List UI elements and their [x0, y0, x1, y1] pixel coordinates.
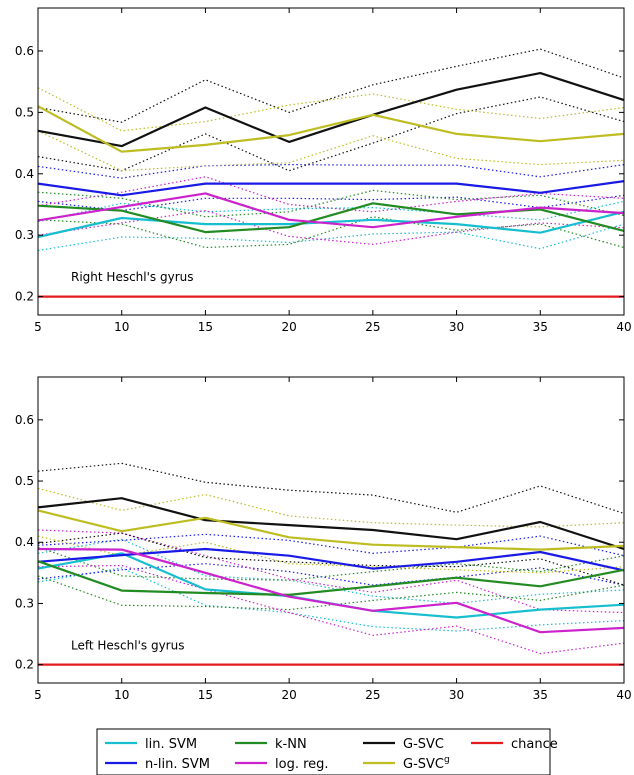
x-tick-label: 40	[616, 320, 631, 334]
plot-frame	[37, 376, 625, 684]
panel-right-heschl: 5 10 15 20 25 30 35 40 0.2 0.3 0.4 0.5 0.6 Right Hes…	[15, 7, 632, 334]
legend-item-knn: k-NN	[235, 737, 307, 752]
legend-box	[96, 728, 551, 775]
y-tick-label: 0.4	[15, 167, 34, 181]
series-knn-line	[37, 560, 625, 597]
series-log-reg-upper-bound	[37, 176, 625, 213]
x-tick-label: 40	[616, 688, 631, 702]
x-tick-label: 10	[114, 320, 129, 334]
x-tick-label: 10	[114, 688, 129, 702]
x-tick-label: 20	[282, 688, 297, 702]
x-tick-label: 15	[198, 320, 213, 334]
series-lin-svm-line	[37, 210, 625, 239]
legend-label: G-SVC	[403, 737, 444, 752]
series-gsvcg-upper-bound	[37, 87, 625, 132]
annotation-left-heschl: Left Heschl's gyrus	[71, 638, 184, 652]
annotation-right-heschl: Right Heschl's gyrus	[71, 270, 193, 284]
series-gsvcg-line	[37, 105, 625, 153]
series-log-reg-line	[37, 192, 625, 229]
legend-item-gsvcg: G-SVCg	[363, 755, 450, 772]
x-tick-label: 5	[34, 320, 42, 334]
x-tick-label: 30	[449, 688, 464, 702]
y-tick-label: 0.2	[15, 290, 34, 304]
plot-frame	[37, 7, 625, 316]
y-tick-label: 0.3	[15, 228, 34, 242]
series-gsvcg-upper-bound	[37, 487, 625, 528]
series-knn-lower-bound	[37, 216, 625, 249]
legend-label: chance	[511, 737, 558, 752]
series-log-reg-upper-bound	[37, 529, 625, 614]
series-lin-svm-upper-bound	[37, 538, 625, 605]
x-tick-label: 5	[34, 688, 42, 702]
series-knn-upper-bound	[37, 189, 625, 218]
y-tick-label: 0.5	[15, 474, 34, 488]
series-gsvc-lower-bound	[37, 96, 625, 172]
series-gsvcg-line	[37, 509, 625, 551]
panel-left-heschl: 5 10 15 20 25 30 35 40 0.2 0.3 0.4 0.5 0.6 Left Hesc…	[15, 376, 632, 702]
y-tick-label: 0.6	[15, 44, 34, 58]
y-tick-label: 0.2	[15, 658, 34, 672]
x-tick-label: 25	[365, 320, 380, 334]
series-gsvcg-lower-bound	[37, 130, 625, 172]
legend: lin. SVM n-lin. SVM k-NN log. reg. G-SVC G-SV…	[96, 728, 558, 775]
series-log-reg-line	[37, 547, 625, 634]
series-nlin-svm-upper-bound	[37, 163, 625, 179]
series-gsvc-upper-bound	[37, 462, 625, 515]
y-tick-label: 0.5	[15, 105, 34, 119]
x-tick-label: 20	[282, 320, 297, 334]
x-tick-label: 35	[533, 320, 548, 334]
legend-label: k-NN	[275, 737, 307, 752]
legend-label: log. reg.	[275, 757, 329, 772]
legend-label: lin. SVM	[145, 737, 197, 752]
legend-item-chance: chance	[471, 737, 558, 752]
legend-item-gsvc: G-SVC	[363, 737, 444, 752]
series-gsvc-line	[37, 71, 625, 148]
x-tick-label: 35	[533, 688, 548, 702]
series-log-reg-lower-bound	[37, 564, 625, 655]
series-gsvc-line	[37, 497, 625, 551]
series-lin-svm-lower-bound	[37, 223, 625, 252]
legend-label: n-lin. SVM	[145, 757, 210, 772]
series-gsvc-upper-bound	[37, 48, 625, 123]
legend-item-log-reg: log. reg.	[235, 757, 329, 772]
x-tick-label: 15	[198, 688, 213, 702]
x-tick-label: 25	[365, 688, 380, 702]
y-tick-label: 0.3	[15, 596, 34, 610]
series-nlin-svm-line	[37, 180, 625, 197]
legend-label-superscript: g	[444, 755, 450, 765]
legend-item-lin-svm: lin. SVM	[105, 737, 197, 752]
legend-item-nlin-svm: n-lin. SVM	[105, 757, 210, 772]
y-tick-label: 0.4	[15, 535, 34, 549]
y-tick-label: 0.6	[15, 413, 34, 427]
series-gsvc-lower-bound	[37, 532, 625, 586]
series-lin-svm-lower-bound	[37, 567, 625, 632]
x-tick-label: 30	[449, 320, 464, 334]
legend-label: G-SVCg	[403, 755, 450, 772]
